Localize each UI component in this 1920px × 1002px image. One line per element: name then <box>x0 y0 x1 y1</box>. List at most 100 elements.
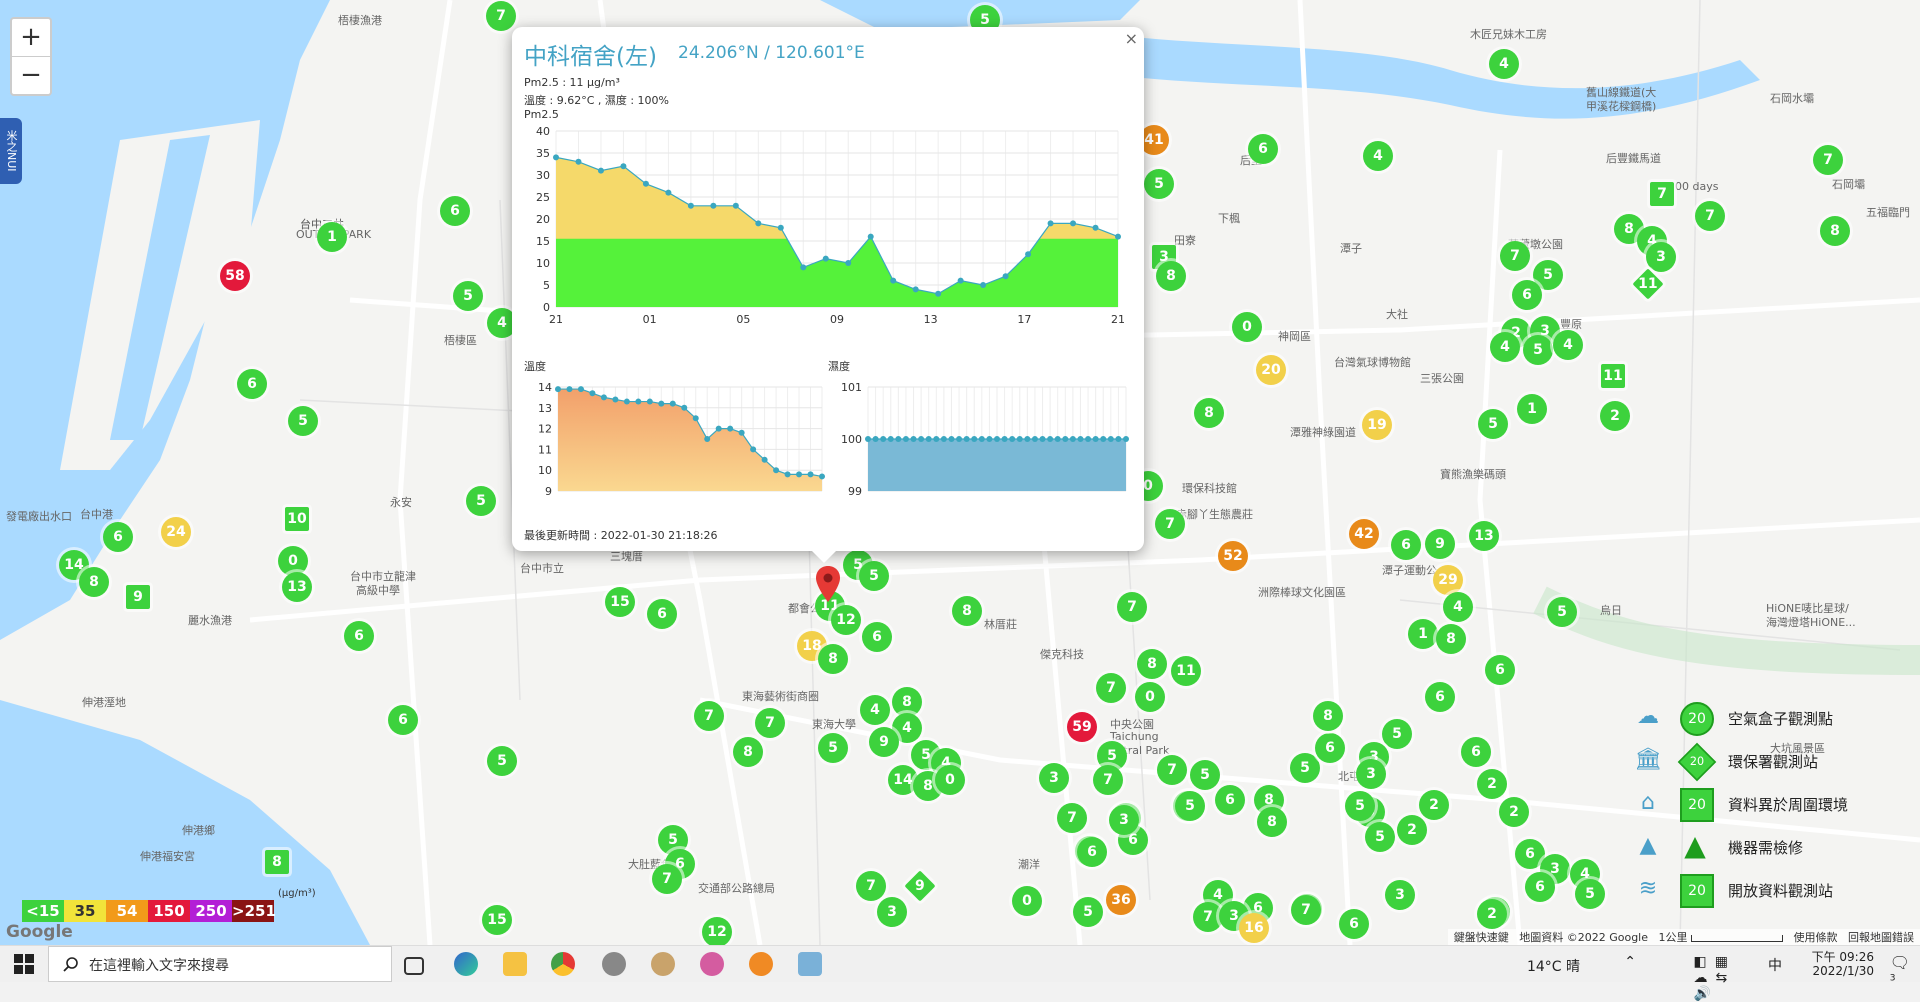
station-marker[interactable]: 4 <box>1489 49 1519 79</box>
station-marker[interactable]: 5 <box>1547 597 1577 627</box>
station-marker[interactable]: 6 <box>647 599 677 629</box>
station-marker[interactable]: 6 <box>1315 733 1345 763</box>
station-marker[interactable]: 20 <box>1256 355 1286 385</box>
location-pin-icon[interactable] <box>816 566 840 602</box>
station-marker[interactable]: 5 <box>1575 879 1605 909</box>
station-marker[interactable]: 9 <box>869 727 899 757</box>
station-marker[interactable]: 7 <box>1057 803 1087 833</box>
station-marker[interactable]: 3 <box>877 897 907 927</box>
station-marker[interactable]: 5 <box>466 486 496 516</box>
blender-icon[interactable] <box>749 952 773 976</box>
station-marker[interactable]: 9 <box>126 585 150 609</box>
station-marker[interactable]: 2 <box>1477 769 1507 799</box>
report-error-link[interactable]: 回報地圖錯誤 <box>1848 931 1914 944</box>
station-marker[interactable]: 8 <box>1194 398 1224 428</box>
station-marker[interactable]: 6 <box>237 369 267 399</box>
station-marker[interactable]: 7 <box>1155 509 1185 539</box>
station-marker[interactable]: 8 <box>733 737 763 767</box>
station-marker[interactable]: 3 <box>1646 242 1676 272</box>
station-marker[interactable]: 5 <box>1523 335 1553 365</box>
station-marker[interactable]: 6 <box>1425 682 1455 712</box>
station-marker[interactable]: 6 <box>1485 655 1515 685</box>
station-marker[interactable]: 5 <box>487 746 517 776</box>
station-marker[interactable]: 1 <box>1517 394 1547 424</box>
station-marker[interactable]: 13 <box>1469 521 1499 551</box>
station-marker[interactable]: 42 <box>1349 519 1379 549</box>
station-marker[interactable]: 5 <box>1073 897 1103 927</box>
station-marker[interactable]: 0 <box>1135 682 1165 712</box>
station-marker[interactable]: 6 <box>1512 280 1542 310</box>
station-marker[interactable]: 5 <box>1144 169 1174 199</box>
station-marker[interactable]: 4 <box>1490 332 1520 362</box>
station-marker[interactable]: 8 <box>818 644 848 674</box>
station-marker[interactable]: 16 <box>1239 913 1269 943</box>
station-marker[interactable]: 11 <box>1601 364 1625 388</box>
station-marker[interactable]: 2 <box>1419 790 1449 820</box>
station-marker[interactable]: 58 <box>220 261 250 291</box>
station-marker[interactable]: 8 <box>952 596 982 626</box>
date-display[interactable]: 2022/1/30 <box>1812 964 1874 978</box>
station-marker[interactable]: 52 <box>1218 541 1248 571</box>
notification-icon[interactable]: 🗨3 <box>1889 953 1910 984</box>
tray-chevron-icon[interactable]: ⌃ <box>1624 954 1636 970</box>
station-marker[interactable]: 7 <box>652 864 682 894</box>
station-marker[interactable]: 8 <box>1156 261 1186 291</box>
app-icon-3[interactable] <box>700 952 724 976</box>
station-marker[interactable]: 5 <box>859 561 889 591</box>
station-marker[interactable]: 2 <box>1397 815 1427 845</box>
station-marker[interactable]: 5 <box>1365 822 1395 852</box>
station-marker[interactable]: 4 <box>1443 592 1473 622</box>
station-marker[interactable]: 6 <box>1248 134 1278 164</box>
popup-close-button[interactable]: × <box>1124 29 1138 48</box>
station-marker[interactable]: 4 <box>1553 330 1583 360</box>
station-marker[interactable]: 5 <box>1290 753 1320 783</box>
station-marker[interactable]: 3 <box>1109 805 1139 835</box>
station-marker[interactable]: 13 <box>282 572 312 602</box>
app-icon-4[interactable] <box>798 952 822 976</box>
station-marker[interactable]: 24 <box>161 517 191 547</box>
station-marker[interactable]: 8 <box>1820 216 1850 246</box>
station-marker[interactable]: 29 <box>1433 565 1463 595</box>
station-marker[interactable]: 3 <box>1385 880 1415 910</box>
station-marker[interactable]: 7 <box>755 708 785 738</box>
station-marker[interactable]: 6 <box>1525 872 1555 902</box>
taskbar-search-box[interactable]: 在這裡輸入文字來搜尋 <box>48 946 392 982</box>
station-marker[interactable]: 12 <box>831 605 861 635</box>
station-marker[interactable]: 7 <box>1117 592 1147 622</box>
station-marker[interactable]: 11 <box>1171 656 1201 686</box>
station-marker[interactable]: 41 <box>1139 125 1169 155</box>
station-marker[interactable]: 1 <box>1408 619 1438 649</box>
station-marker[interactable]: 12 <box>702 917 732 945</box>
station-marker[interactable]: 7 <box>1157 755 1187 785</box>
map-canvas[interactable]: 梧棲漁港木匠兄妹木工房舊山線鐵道(大甲溪花樑鋼橋)石岡水壩台中三井OUTLET … <box>0 0 1920 945</box>
station-marker[interactable]: 8 <box>1313 701 1343 731</box>
windows-start-icon[interactable] <box>14 954 34 974</box>
station-marker[interactable]: 18 <box>797 631 827 661</box>
station-marker[interactable]: 15 <box>605 587 635 617</box>
station-marker[interactable]: 7 <box>1813 145 1843 175</box>
station-marker[interactable]: 7 <box>1650 182 1674 206</box>
station-marker[interactable]: 8 <box>1436 624 1466 654</box>
station-marker[interactable]: 5 <box>1190 760 1220 790</box>
station-marker[interactable]: 19 <box>1362 410 1392 440</box>
station-marker[interactable]: 6 <box>1215 785 1245 815</box>
tray-icons[interactable]: ◧▦☁⇆🔊 <box>1693 954 1736 1002</box>
chrome-icon[interactable] <box>551 952 575 976</box>
station-marker[interactable]: 3 <box>1039 763 1069 793</box>
zoom-in-button[interactable]: + <box>12 19 50 57</box>
app-icon-2[interactable] <box>651 952 675 976</box>
station-marker[interactable]: 7 <box>856 871 886 901</box>
station-marker[interactable]: 5 <box>1345 791 1375 821</box>
station-marker[interactable]: 3 <box>1356 759 1386 789</box>
station-marker[interactable]: 5 <box>1478 409 1508 439</box>
station-marker[interactable]: 5 <box>453 281 483 311</box>
station-marker[interactable]: 5 <box>818 733 848 763</box>
station-marker[interactable]: 6 <box>1391 530 1421 560</box>
station-marker[interactable]: 2 <box>1477 899 1507 929</box>
time-display[interactable]: 下午 09:26 <box>1811 950 1874 964</box>
station-marker[interactable]: 59 <box>1067 712 1097 742</box>
station-marker[interactable]: 8 <box>892 687 922 717</box>
terms-link[interactable]: 使用條款 <box>1793 931 1838 944</box>
station-marker[interactable]: 4 <box>1363 141 1393 171</box>
station-marker[interactable]: 8 <box>1137 649 1167 679</box>
